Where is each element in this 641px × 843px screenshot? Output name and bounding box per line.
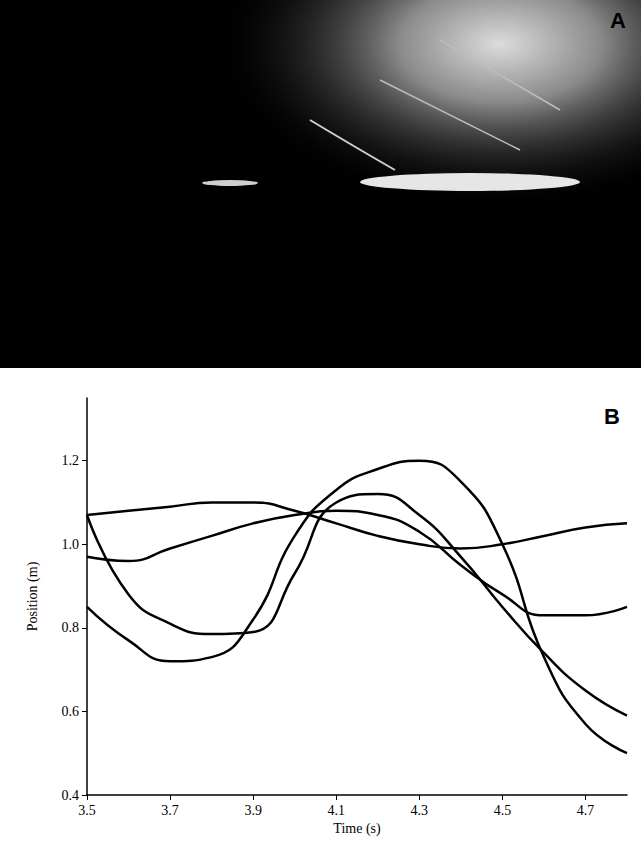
svg-text:4.5: 4.5 xyxy=(494,803,512,818)
svg-text:4.7: 4.7 xyxy=(577,803,595,818)
svg-text:0.8: 0.8 xyxy=(62,620,80,635)
svg-text:Time (s): Time (s) xyxy=(333,821,381,837)
svg-text:3.5: 3.5 xyxy=(78,803,96,818)
svg-text:3.7: 3.7 xyxy=(161,803,179,818)
svg-text:1.0: 1.0 xyxy=(62,537,80,552)
svg-text:A: A xyxy=(610,8,626,33)
svg-text:Position (m): Position (m) xyxy=(25,561,41,631)
svg-text:0.6: 0.6 xyxy=(62,704,80,719)
svg-text:4.3: 4.3 xyxy=(411,803,429,818)
svg-text:B: B xyxy=(604,404,620,429)
svg-text:1.2: 1.2 xyxy=(62,453,80,468)
svg-text:4.1: 4.1 xyxy=(327,803,345,818)
svg-text:0.4: 0.4 xyxy=(62,788,80,803)
svg-text:3.9: 3.9 xyxy=(244,803,262,818)
